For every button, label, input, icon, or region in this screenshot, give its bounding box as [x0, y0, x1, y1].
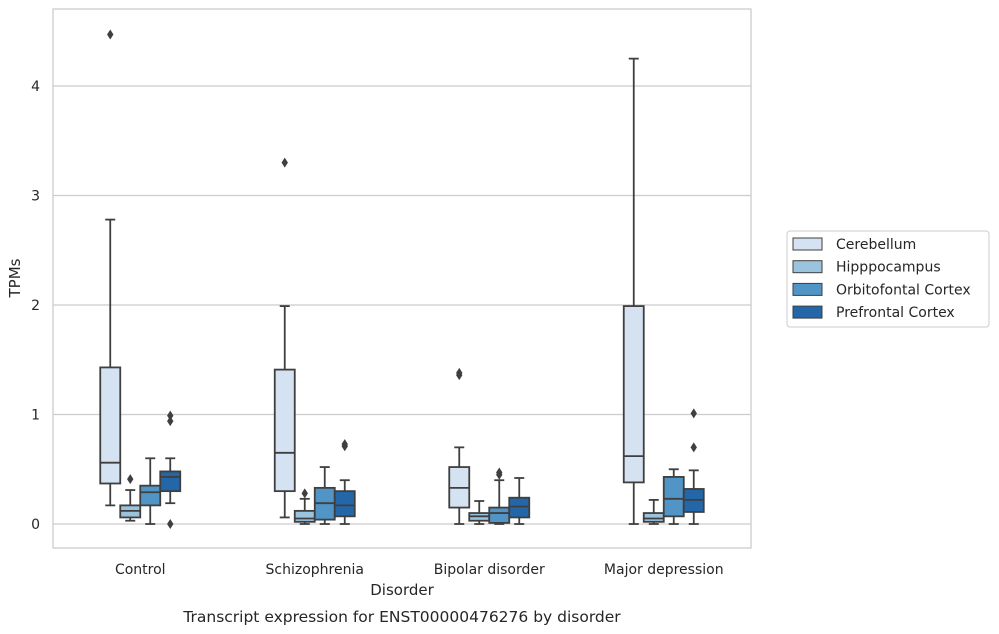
x-tick-label: Bipolar disorder: [434, 562, 545, 578]
outlier-point: [281, 157, 288, 168]
box-iqr: [333, 490, 356, 518]
legend: Cerebellum Hipppocampus Orbitofontal Corte…: [786, 230, 990, 328]
box-iqr: [273, 368, 296, 493]
y-tick-label: 2: [31, 298, 40, 314]
plot-frame: [52, 8, 752, 549]
legend-swatch: [792, 282, 823, 296]
legend-label: Prefrontal Cortex: [836, 305, 955, 321]
y-tick-label: 0: [31, 517, 40, 533]
outlier-point: [496, 467, 503, 478]
outlier-point: [690, 442, 697, 453]
box-hipppocampus: [119, 474, 142, 522]
x-axis-title: Disorder: [370, 581, 434, 599]
outlier-point: [167, 416, 174, 427]
box-orbitofontal-cortex: [139, 457, 162, 525]
x-tick-label: Major depression: [604, 562, 724, 578]
x-tick-labels: Control Schizophrenia Bipolar disorder Majo…: [115, 562, 724, 578]
box-iqr: [622, 305, 645, 484]
legend-swatch: [792, 260, 823, 274]
box-hipppocampus: [293, 488, 316, 525]
box-prefrontal-cortex: [333, 439, 356, 525]
box-iqr: [139, 484, 162, 507]
outlier-point: [167, 519, 174, 529]
box-iqr: [159, 470, 182, 493]
gridlines: [53, 85, 751, 525]
legend-swatch: [792, 237, 823, 251]
x-tick-label: Schizophrenia: [266, 562, 364, 578]
outlier-point: [341, 439, 348, 450]
outlier-point: [127, 474, 134, 485]
box-cerebellum: [99, 29, 122, 507]
box-iqr: [488, 506, 511, 524]
y-tick-label: 3: [31, 189, 40, 205]
box-orbitofontal-cortex: [662, 468, 685, 525]
box-prefrontal-cortex: [159, 410, 182, 529]
box-plots: [99, 29, 705, 529]
box-cerebellum: [448, 367, 471, 525]
outlier-point: [456, 367, 463, 378]
box-orbitofontal-cortex: [488, 467, 511, 525]
chart-caption: Transcript expression for ENST0000047627…: [182, 608, 621, 626]
box-cerebellum: [622, 57, 645, 525]
outlier-point: [107, 29, 114, 40]
box-iqr: [99, 366, 122, 485]
box-orbitofontal-cortex: [313, 466, 336, 525]
box-iqr: [508, 496, 531, 519]
box-hipppocampus: [468, 500, 491, 525]
legend-label: Hipppocampus: [836, 260, 941, 276]
legend-frame: [786, 230, 990, 328]
y-tick-labels: 0 1 2 3 4: [31, 79, 40, 533]
outlier-point: [301, 488, 308, 499]
outlier-point: [690, 408, 697, 419]
box-cerebellum: [273, 157, 296, 519]
outlier-point: [167, 410, 174, 421]
box-prefrontal-cortex: [508, 477, 531, 525]
y-tick-label: 1: [31, 408, 40, 424]
y-tick-label: 4: [31, 79, 40, 95]
box-prefrontal-cortex: [682, 408, 705, 525]
box-hipppocampus: [642, 499, 665, 525]
legend-label: Orbitofontal Cortex: [836, 282, 971, 298]
legend-label: Cerebellum: [836, 237, 916, 253]
box-iqr: [293, 509, 316, 523]
legend-swatch: [792, 305, 823, 319]
box-iqr: [662, 476, 685, 518]
y-axis-title: TPMs: [6, 258, 24, 298]
box-iqr: [642, 512, 665, 523]
x-tick-label: Control: [115, 562, 166, 578]
